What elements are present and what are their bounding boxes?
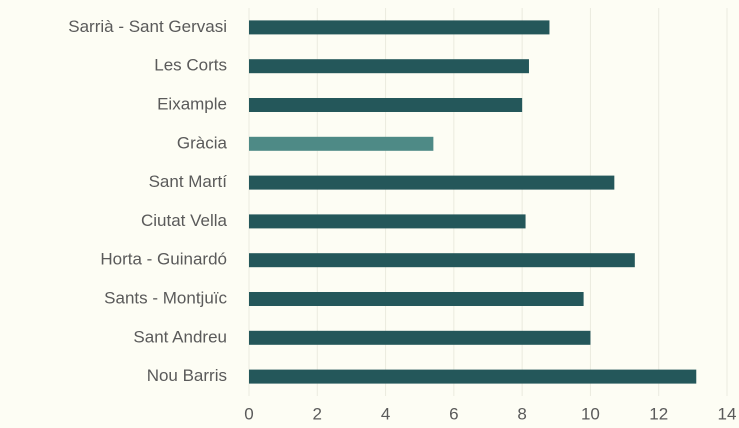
x-tick-label: 12 [649, 404, 668, 423]
bar [249, 330, 591, 345]
bar [249, 214, 526, 229]
y-tick-label: Sants - Montjuïc [104, 288, 227, 307]
y-tick-label: Les Corts [154, 56, 227, 75]
bar [249, 59, 529, 74]
bar [249, 369, 697, 384]
bar [249, 136, 434, 151]
y-tick-label: Gràcia [177, 133, 228, 152]
bar [249, 98, 523, 112]
x-tick-label: 10 [581, 404, 600, 423]
bar [249, 253, 635, 268]
bar [249, 175, 615, 190]
x-tick-label: 8 [517, 404, 526, 423]
y-tick-label: Sarrià - Sant Gervasi [68, 17, 227, 36]
bar [249, 292, 584, 306]
y-tick-label: Eixample [157, 94, 227, 113]
y-tick-label: Nou Barris [147, 366, 227, 385]
x-tick-label: 4 [381, 404, 390, 423]
x-tick-label: 0 [244, 404, 253, 423]
y-tick-label: Sant Martí [149, 172, 228, 191]
y-tick-label: Sant Andreu [133, 327, 227, 346]
x-tick-label: 14 [718, 404, 737, 423]
bar [249, 20, 550, 35]
y-tick-label: Horta - Guinardó [100, 250, 227, 269]
y-tick-label: Ciutat Vella [141, 211, 228, 230]
x-tick-label: 6 [449, 404, 458, 423]
x-tick-label: 2 [313, 404, 322, 423]
